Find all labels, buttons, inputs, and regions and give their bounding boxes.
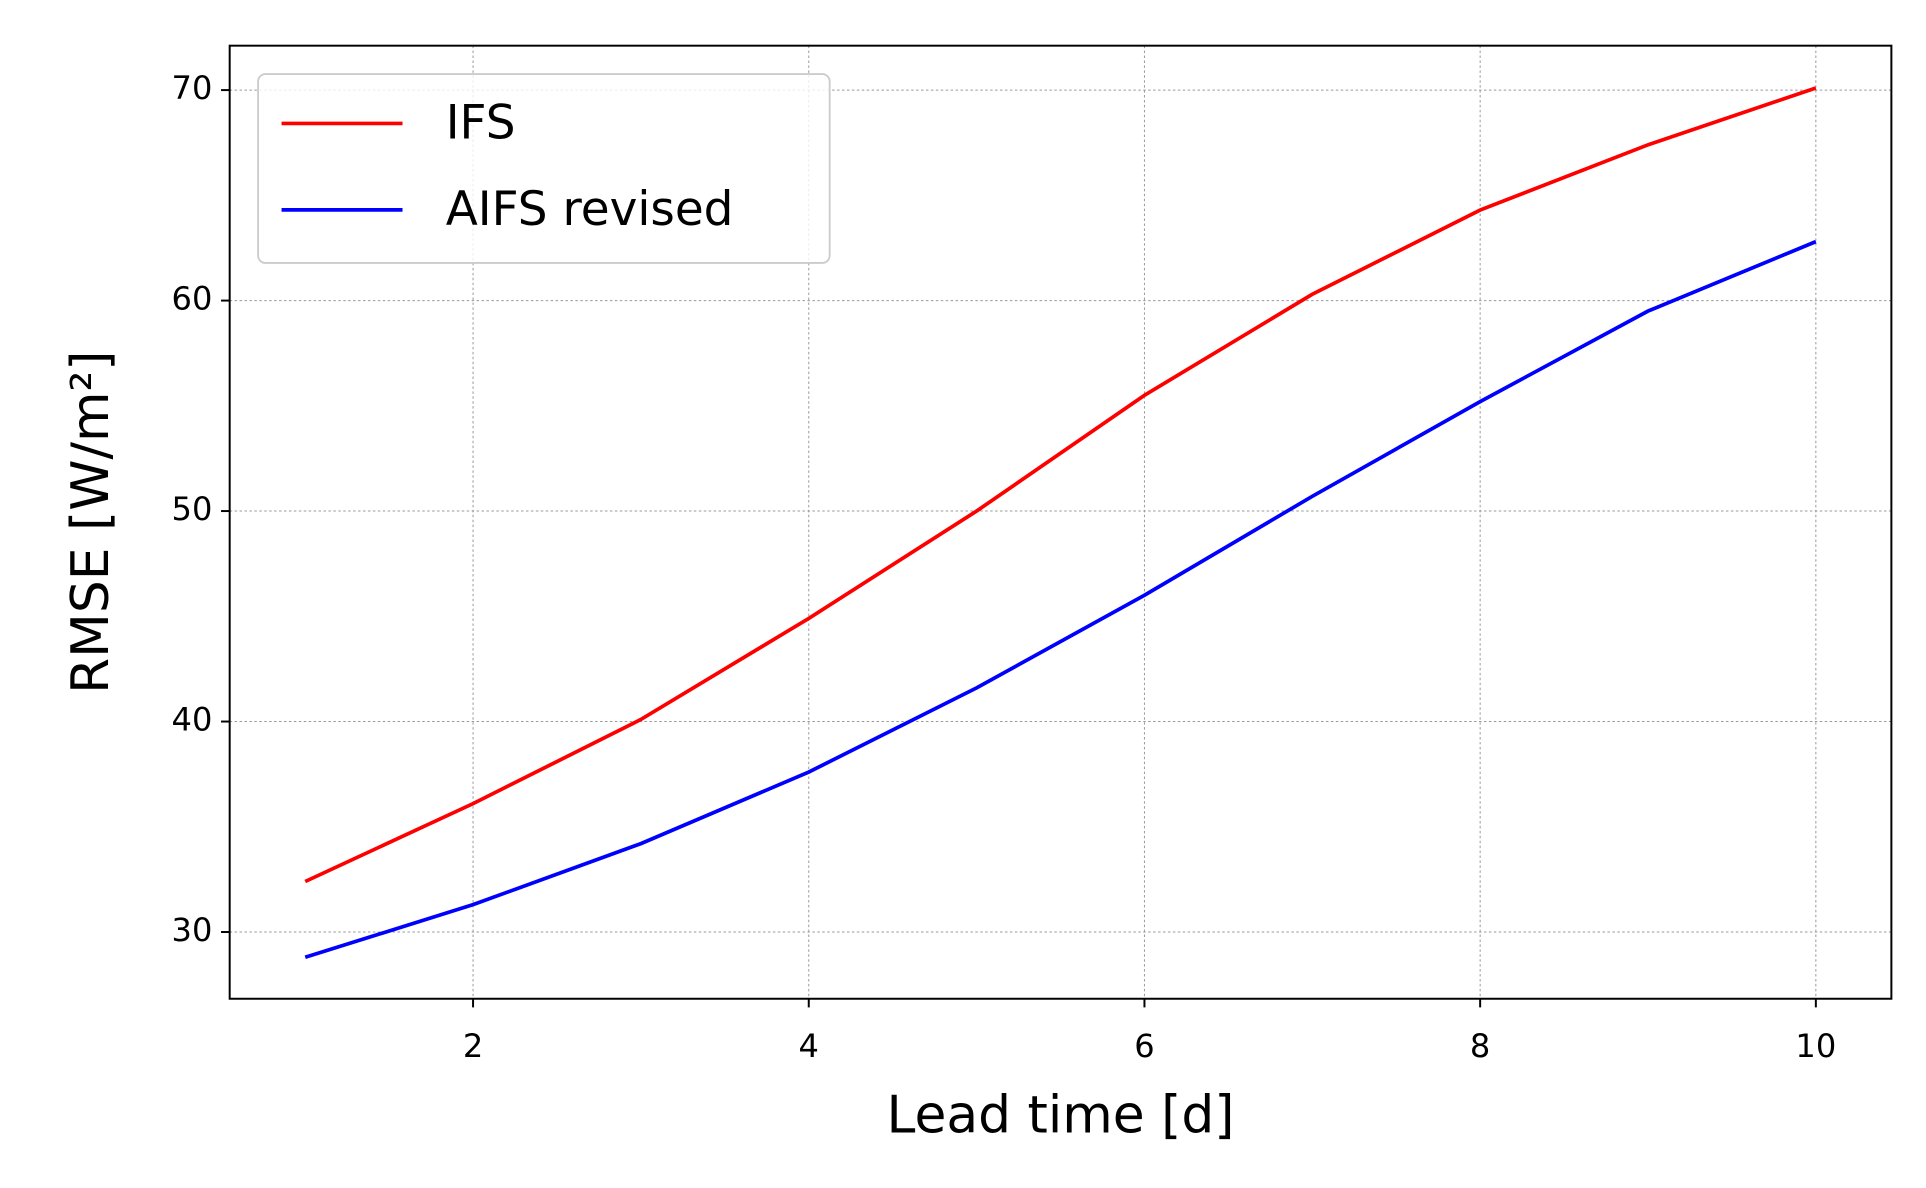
x-tick-label: 8: [1470, 1027, 1490, 1065]
legend-label: AIFS revised: [446, 182, 734, 237]
plot-frame: [228, 44, 1893, 1000]
x-tick-label: 6: [1134, 1027, 1154, 1065]
x-tick-label: 10: [1795, 1027, 1836, 1065]
y-tick-label: 70: [172, 69, 213, 107]
legend-label: IFS: [446, 95, 516, 150]
line: [304, 86, 1817, 884]
x-tick-label: 4: [799, 1027, 819, 1065]
y-tick-label: 30: [172, 911, 213, 949]
y-tick-label: 40: [172, 701, 213, 739]
x-tick-label: 2: [463, 1027, 483, 1065]
y-tick-label: 50: [172, 490, 213, 528]
legend: IFS AIFS revised: [257, 73, 831, 264]
y-tick-label: 60: [172, 280, 213, 318]
x-axis-label: Lead time [d]: [887, 1085, 1235, 1145]
y-axis-label: RMSE [W/m²]: [61, 351, 121, 694]
legend-frame: [257, 73, 831, 264]
line: [304, 239, 1817, 960]
